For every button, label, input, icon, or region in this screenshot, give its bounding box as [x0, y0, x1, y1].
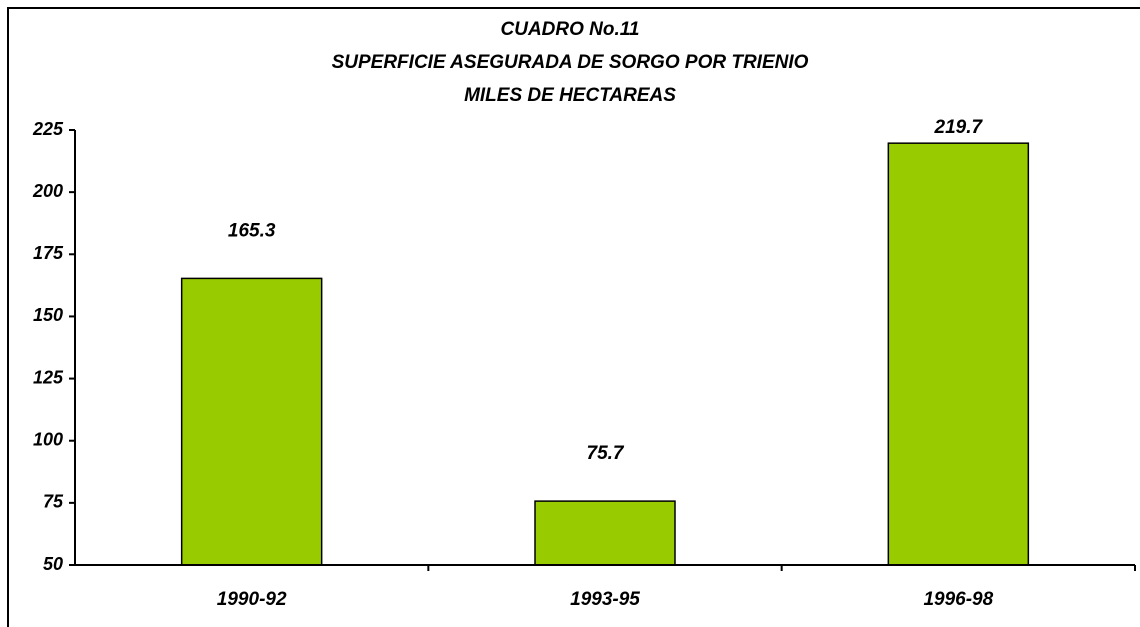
y-tick-label: 100 — [33, 429, 63, 449]
x-tick-label: 1996-98 — [923, 589, 993, 610]
bar — [534, 500, 676, 566]
x-tick-label: 1993-95 — [570, 589, 640, 610]
x-tick-label: 1990-92 — [217, 589, 287, 610]
y-tick-label: 50 — [43, 554, 63, 574]
bar — [887, 142, 1030, 566]
data-label: 165.3 — [228, 220, 276, 241]
chart-title: MILES DE HECTAREAS — [464, 85, 676, 106]
bar — [180, 277, 323, 566]
y-tick-label: 200 — [32, 181, 63, 201]
y-tick-label: 125 — [33, 367, 64, 387]
y-tick-label: 175 — [33, 243, 64, 263]
data-label: 219.7 — [934, 117, 984, 138]
chart-title: SUPERFICIE ASEGURADA DE SORGO POR TRIENI… — [332, 52, 809, 73]
y-tick-label: 225 — [32, 119, 64, 139]
y-tick-label: 75 — [43, 492, 64, 512]
frame — [7, 7, 1140, 627]
chart-title: CUADRO No.11 — [501, 19, 640, 40]
y-tick-label: 150 — [33, 305, 63, 325]
data-label: 75.7 — [587, 443, 625, 464]
